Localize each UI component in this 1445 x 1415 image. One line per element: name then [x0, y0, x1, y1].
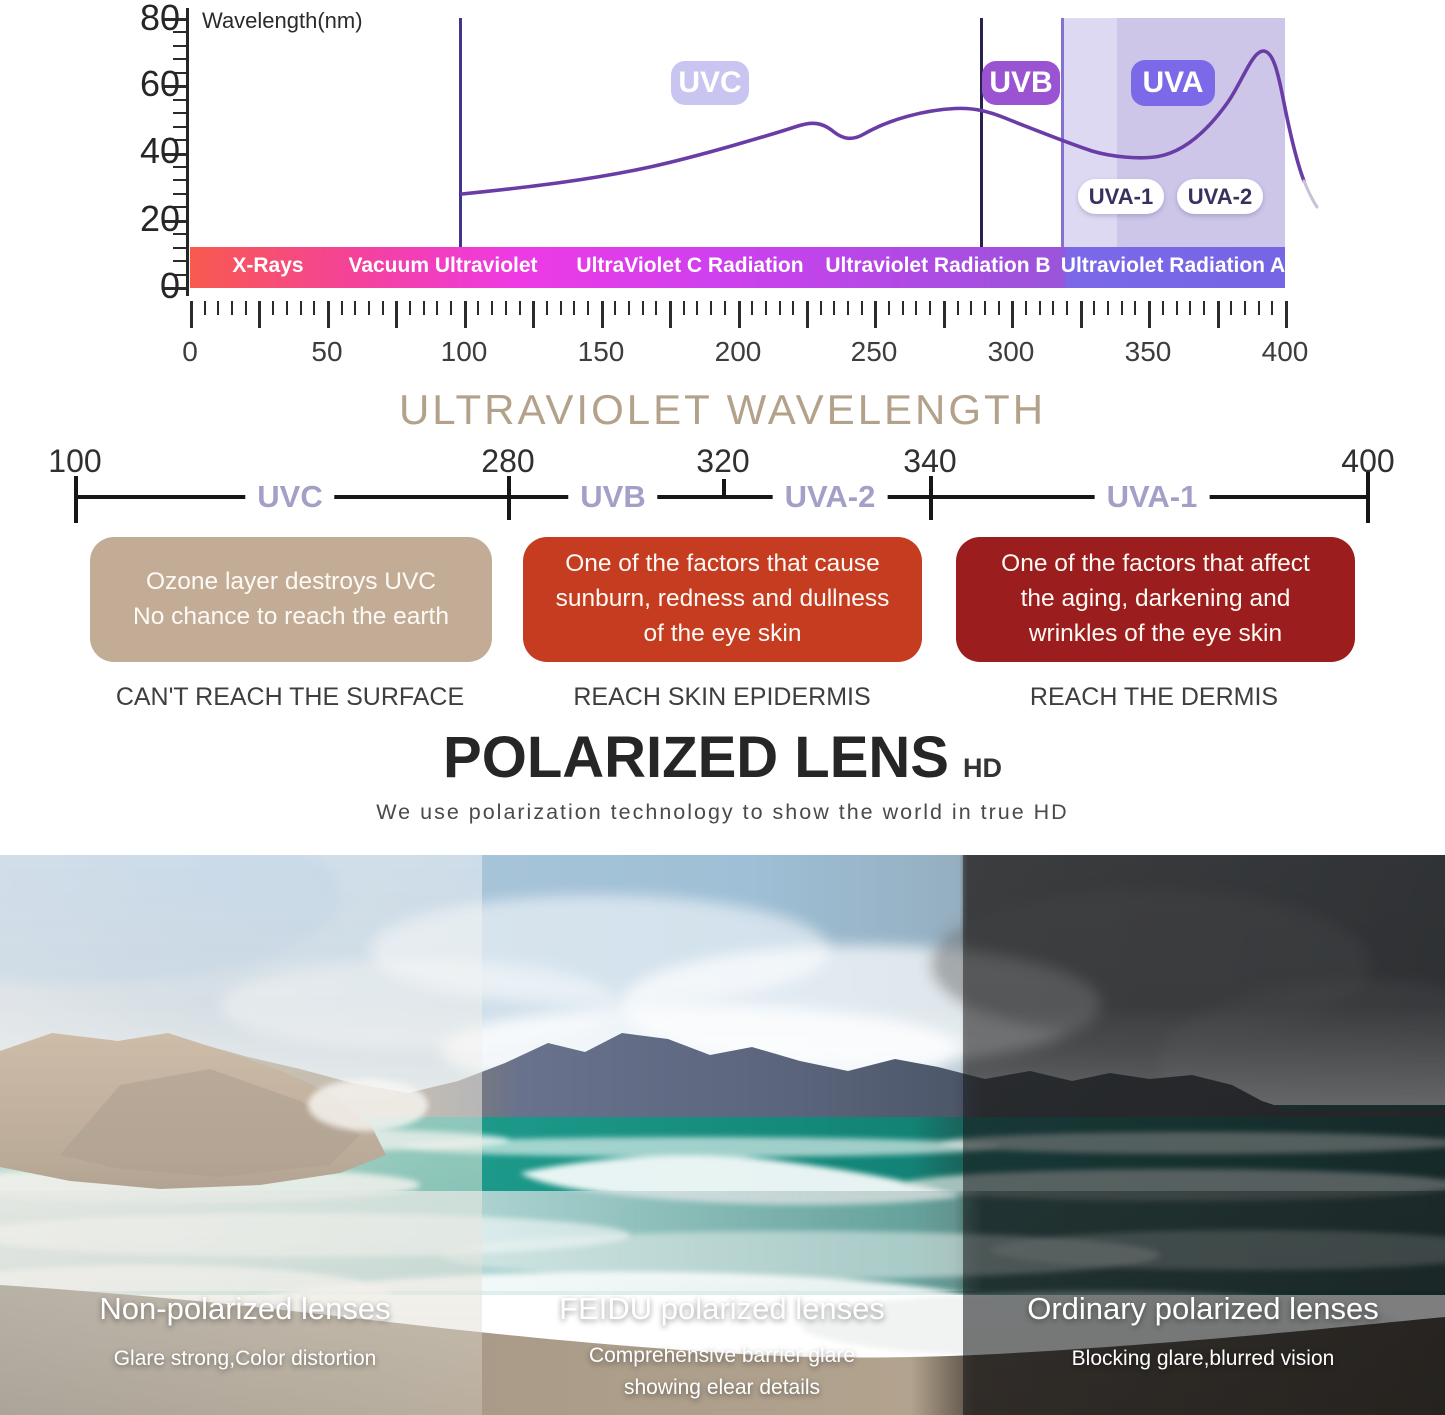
- x-tick-label: 50: [311, 336, 343, 367]
- x-tick-label: 100: [440, 336, 488, 367]
- scale-tick-100: [74, 476, 78, 523]
- band-segment-uva: Ultraviolet Radiation A: [1060, 254, 1286, 277]
- y-tick-label: 0: [159, 265, 180, 306]
- panel-title-ordinary: Ordinary polarized lenses: [1027, 1291, 1379, 1326]
- scale-tick-400: [1366, 472, 1370, 523]
- panel-left-filter: [0, 855, 482, 1415]
- scale-tick-label: 320: [696, 443, 750, 479]
- x-tick-label: 400: [1261, 336, 1309, 367]
- panel-subtitle-nonpolarized: Glare strong,Color distortion: [113, 1347, 377, 1370]
- panel-title-feidu: FEIDU polarized lenses: [559, 1291, 885, 1326]
- y-axis-line: [186, 8, 189, 296]
- x-tick-label: 200: [714, 336, 762, 367]
- scale-tick-340: [929, 476, 933, 520]
- x-tick-label: 350: [1124, 336, 1172, 367]
- box-caption-dermis: REACH THE DERMIS: [1029, 683, 1279, 711]
- scale-segment-uvb: UVB: [568, 479, 658, 515]
- panel-subtitle-ordinary: Blocking glare,blurred vision: [1071, 1347, 1335, 1370]
- uvc-pill: UVC: [671, 61, 749, 105]
- scale-tick-280: [507, 476, 511, 520]
- scale-segment-uva1: UVA-1: [1094, 479, 1210, 515]
- scale-tick-320: [722, 479, 726, 497]
- y-axis-ticks: [164, 0, 186, 300]
- scale-tick-label: 100: [48, 443, 102, 479]
- info-box-uva: One of the factors that affect the aging…: [956, 537, 1355, 662]
- info-box-uvc: Ozone layer destroys UVC No chance to re…: [90, 537, 492, 662]
- uv-response-curve: [460, 49, 1319, 209]
- boundary-line-320nm: [1061, 18, 1064, 247]
- polarized-lens-heading: POLARIZED LENS HD: [0, 729, 1445, 787]
- box-caption-surface: CAN'T REACH THE SURFACE: [115, 683, 465, 711]
- x-axis-ruler: [0, 301, 1445, 331]
- band-segment-uvc: UltraViolet C Radiation: [576, 254, 804, 277]
- scale-tick-label: 280: [481, 443, 535, 479]
- y-axis-title: Wavelength(nm): [202, 8, 363, 33]
- band-segment-vacuum: Vacuum Ultraviolet: [348, 254, 538, 277]
- polarized-lens-title: POLARIZED LENS: [443, 725, 949, 790]
- curve-fade-tail: [1302, 179, 1319, 209]
- curve-main: [460, 49, 1306, 196]
- boundary-line-290nm: [980, 18, 983, 247]
- band-segment-uvb: Ultraviolet Radiation B: [825, 254, 1051, 277]
- info-box-uvb: One of the factors that cause sunburn, r…: [523, 537, 922, 662]
- uva1-pill: UVA-1: [1078, 179, 1164, 214]
- section-title-ultraviolet-wavelength: ULTRAVIOLET WAVELENGTH: [398, 386, 1047, 433]
- uvb-pill: UVB: [982, 61, 1060, 105]
- uva2-pill: UVA-2: [1177, 179, 1263, 214]
- x-tick-label: 0: [182, 336, 198, 367]
- scale-segment-uvc: UVC: [245, 479, 335, 515]
- y-tick-label: 40: [139, 130, 180, 171]
- scale-baseline: [75, 495, 1369, 499]
- box-caption-epidermis: REACH SKIN EPIDERMIS: [573, 683, 871, 711]
- boundary-line-100nm: [459, 18, 462, 247]
- hd-badge: HD: [962, 753, 1002, 783]
- panel-right-filter: [963, 855, 1445, 1415]
- uva-pill: UVA: [1131, 60, 1215, 106]
- band-segment-xrays: X-Rays: [232, 254, 304, 277]
- scale-segment-uva2: UVA-2: [772, 479, 888, 515]
- lens-comparison-photo: Non-polarized lenses Glare strong,Color …: [0, 855, 1445, 1415]
- polarized-lens-subtitle: We use polarization technology to show t…: [376, 800, 1069, 824]
- y-tick-label: 60: [139, 63, 180, 104]
- x-tick-label: 250: [850, 336, 898, 367]
- panel-middle-filter: [482, 855, 963, 1415]
- y-tick-label: 80: [139, 0, 180, 38]
- y-tick-label: 20: [139, 198, 180, 239]
- x-tick-label: 150: [577, 336, 625, 367]
- x-tick-label: 300: [987, 336, 1035, 367]
- scale-tick-label: 340: [903, 443, 957, 479]
- panel-title-nonpolarized: Non-polarized lenses: [99, 1291, 391, 1326]
- spectrum-band: [190, 247, 1285, 288]
- panel-subtitle-feidu: Comprehensive barrier glare showing elea…: [588, 1344, 856, 1399]
